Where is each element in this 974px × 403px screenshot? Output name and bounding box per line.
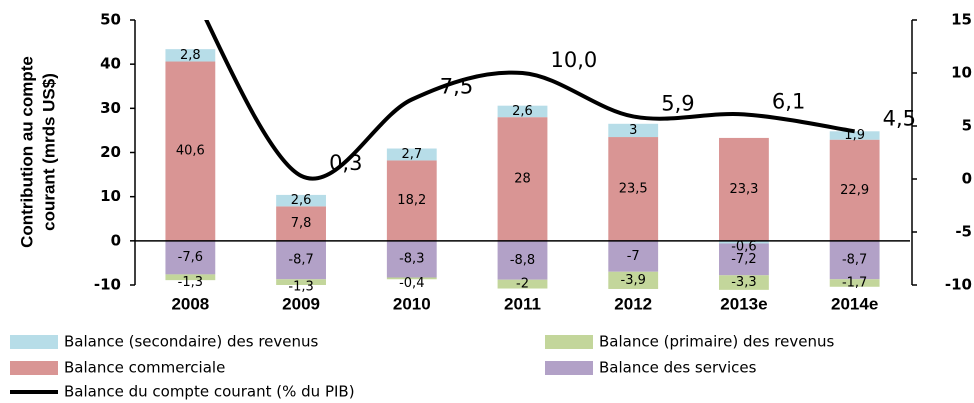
data-label: 2,6 bbox=[291, 193, 312, 208]
data-label: 40,6 bbox=[176, 144, 205, 159]
x-tick-label: 2014e bbox=[831, 294, 878, 313]
y2-tick-label: -5 bbox=[955, 223, 972, 241]
data-label: 23,5 bbox=[619, 181, 648, 196]
data-label: -7,2 bbox=[731, 252, 756, 267]
data-label: -8,7 bbox=[842, 253, 867, 268]
legend-label: Balance des services bbox=[599, 359, 757, 377]
line-label: 10,0 bbox=[551, 48, 598, 72]
x-tick-label: 2011 bbox=[504, 294, 541, 313]
bar-segment bbox=[497, 240, 548, 280]
data-label: -2 bbox=[516, 277, 529, 292]
data-label: -3,3 bbox=[731, 275, 756, 290]
y-axis-title: courant (mrds US$) bbox=[39, 73, 58, 231]
bar-segment bbox=[719, 275, 769, 290]
y-tick-label: 20 bbox=[100, 143, 121, 161]
bar-segment bbox=[165, 240, 216, 275]
bar-segment bbox=[497, 279, 548, 289]
bar-segment bbox=[386, 160, 437, 241]
y2-tick-label: 5 bbox=[962, 117, 972, 135]
bar-segment bbox=[608, 240, 659, 272]
data-label: 2,6 bbox=[512, 104, 533, 119]
legend-label: Balance (primaire) des revenus bbox=[599, 333, 834, 351]
x-tick-label: 2012 bbox=[614, 294, 652, 313]
data-label: 3 bbox=[629, 123, 637, 138]
y-tick-label: -10 bbox=[94, 276, 121, 294]
data-label: 2,8 bbox=[180, 48, 201, 63]
data-label: 2,7 bbox=[401, 147, 422, 162]
bar-segment bbox=[829, 240, 880, 280]
legend-swatch bbox=[545, 335, 593, 349]
bar-segment bbox=[276, 279, 326, 285]
x-tick-label: 2008 bbox=[171, 294, 209, 313]
bar-segment bbox=[608, 271, 659, 289]
bar-segment bbox=[497, 117, 548, 241]
line-label: 6,1 bbox=[772, 89, 805, 113]
bar-segment bbox=[276, 194, 326, 207]
data-label: -0,4 bbox=[399, 276, 424, 291]
x-tick-label: 2009 bbox=[282, 294, 320, 313]
y-tick-label: 0 bbox=[111, 231, 121, 249]
y2-tick-label: 0 bbox=[962, 170, 972, 188]
bar-segment bbox=[165, 49, 216, 62]
bar-segment bbox=[276, 240, 326, 280]
bar-segment bbox=[386, 148, 437, 161]
y2-tick-label: 10 bbox=[951, 64, 972, 82]
bar-segment bbox=[276, 206, 326, 241]
data-label: 28 bbox=[514, 172, 531, 187]
line-series bbox=[204, 20, 855, 181]
line-label: 5,9 bbox=[661, 91, 694, 115]
data-label: -8,7 bbox=[288, 253, 313, 268]
bar-segment bbox=[719, 137, 769, 241]
data-label: 7,8 bbox=[291, 216, 312, 231]
data-label: -8,8 bbox=[510, 253, 535, 268]
bar-segment bbox=[165, 274, 216, 281]
x-tick-label: 2010 bbox=[393, 294, 431, 313]
y-tick-label: 50 bbox=[100, 11, 121, 29]
data-label: -7,6 bbox=[178, 250, 203, 265]
data-label: -7 bbox=[627, 249, 640, 264]
bar-segment bbox=[608, 137, 659, 241]
bar-segment bbox=[719, 243, 769, 276]
line-label: 7,5 bbox=[440, 75, 473, 99]
legend-swatch bbox=[545, 361, 593, 375]
y2-tick-label: -10 bbox=[945, 276, 972, 294]
data-label: -3,9 bbox=[621, 273, 646, 288]
legend-swatch bbox=[10, 361, 58, 375]
legend-label: Balance (secondaire) des revenus bbox=[64, 333, 319, 351]
bar-segment bbox=[165, 61, 216, 241]
y2-tick-label: 15 bbox=[951, 11, 972, 29]
data-label: -1,7 bbox=[842, 276, 867, 291]
bar-segment bbox=[829, 279, 880, 287]
bar-segment bbox=[608, 123, 659, 138]
y-tick-label: 10 bbox=[100, 187, 121, 205]
line-label: 0,3 bbox=[329, 151, 362, 175]
bar-segment bbox=[386, 240, 437, 278]
data-label: -1,3 bbox=[288, 280, 313, 295]
data-label: 22,9 bbox=[840, 183, 869, 198]
legend-swatch bbox=[10, 335, 58, 349]
y-tick-label: 30 bbox=[100, 99, 121, 117]
data-label: -0,6 bbox=[731, 240, 756, 255]
y-axis-title: Contribution au compte bbox=[17, 56, 36, 248]
bar-segment bbox=[719, 240, 769, 244]
y-tick-label: 40 bbox=[100, 55, 121, 73]
bar-segment bbox=[829, 131, 880, 140]
x-tick-label: 2013e bbox=[720, 294, 767, 313]
bar-segment bbox=[386, 277, 437, 280]
data-label: 18,2 bbox=[397, 193, 426, 208]
data-label: 23,3 bbox=[729, 182, 758, 197]
bar-segment bbox=[829, 139, 880, 241]
legend-label: Balance commerciale bbox=[64, 359, 225, 377]
data-label: -1,3 bbox=[178, 275, 203, 290]
legend-label: Balance du compte courant (% du PIB) bbox=[64, 383, 355, 401]
line-label: 4,5 bbox=[883, 106, 916, 130]
data-label: -8,3 bbox=[399, 252, 424, 267]
bar-segment bbox=[497, 105, 548, 118]
